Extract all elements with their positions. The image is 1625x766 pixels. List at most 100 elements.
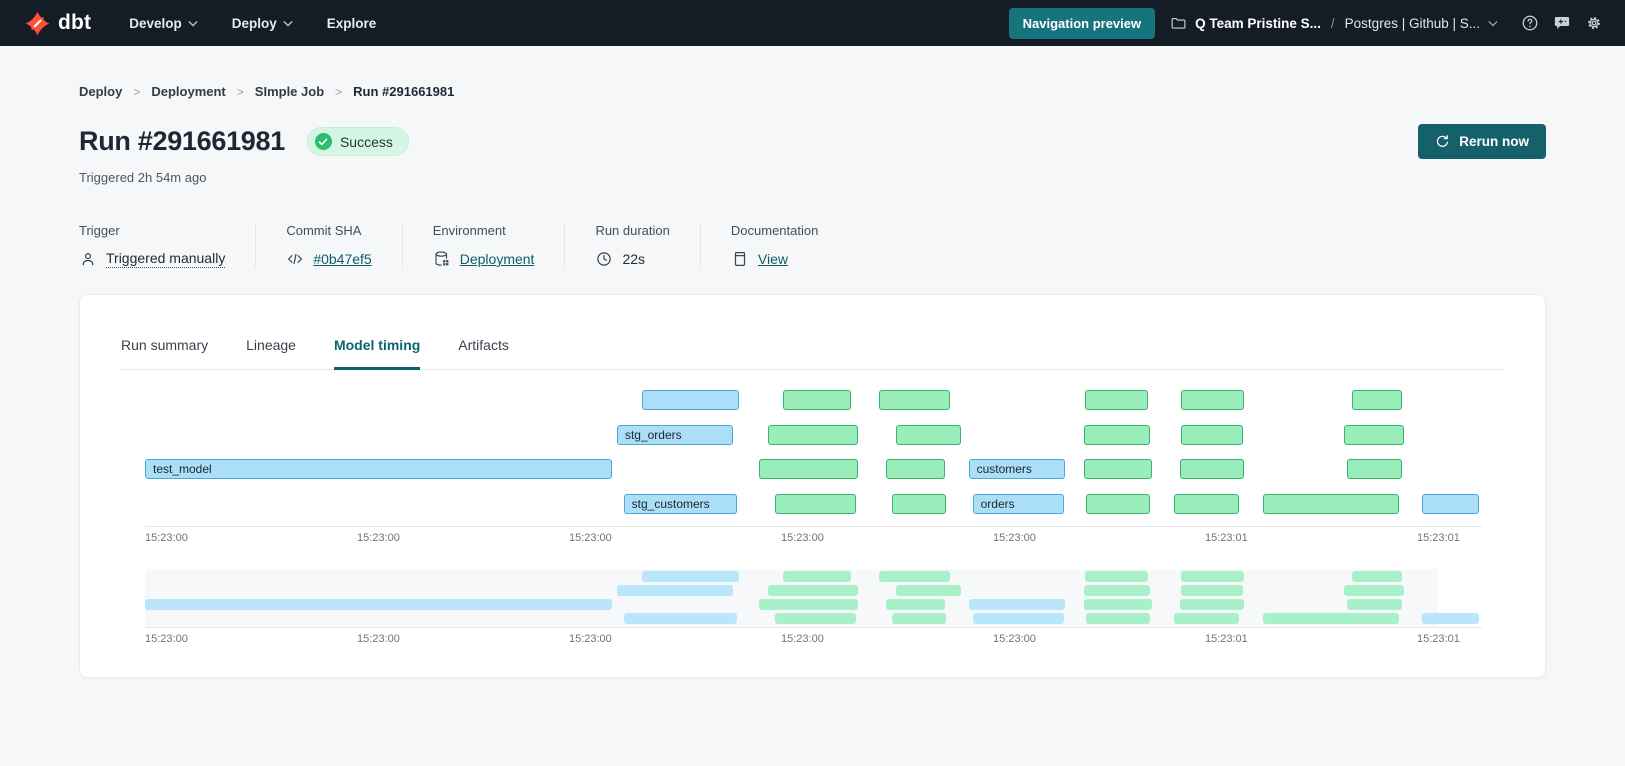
detail-commit-sha: Commit SHA #0b47ef5 [286,223,403,268]
tab-bar: Run summary Lineage Model timing Artifac… [121,337,1504,370]
trigger-value[interactable]: Triggered manually [106,250,226,268]
gantt-bar[interactable] [782,390,851,410]
environment-link[interactable]: Deployment [459,251,535,267]
gantt-bar[interactable] [892,494,946,515]
tab-artifacts[interactable]: Artifacts [458,337,509,353]
gantt-bar[interactable] [1346,459,1402,480]
gantt-bar [768,585,858,596]
gantt-bar[interactable] [1181,424,1243,445]
gantt-bar[interactable] [1179,459,1244,480]
gantt-bar[interactable] [1352,390,1402,410]
axis-tick-label: 15:23:00 [568,532,612,544]
navigation-preview-button[interactable]: Navigation preview [1008,7,1156,39]
gantt-bar[interactable] [885,459,945,480]
breadcrumb-current-run: Run #291661981 [353,84,455,99]
axis-tick-label: 15:23:01 [1417,532,1460,544]
breadcrumb-separator: > [236,84,244,99]
nav-menu-explore[interactable]: Explore [326,15,377,31]
gantt-minimap[interactable] [145,569,1482,627]
gantt-bar-test_model [145,599,612,610]
gantt-bar [782,571,851,582]
account-name: Q Team Pristine S... [1195,15,1321,31]
detail-documentation: Documentation View [731,223,848,268]
dbt-logo[interactable]: dbt [24,10,91,37]
gantt-bar[interactable] [1421,494,1480,515]
settings-gear-icon[interactable] [1585,14,1603,32]
gantt-bar-stg_orders[interactable]: stg_orders [616,424,734,445]
triggered-time-text: Triggered 2h 54m ago [79,170,207,185]
nav-menu-develop[interactable]: Develop [129,16,198,31]
detail-environment: Environment Deployment [433,223,566,268]
gantt-bar[interactable] [1083,459,1152,480]
breadcrumb-job[interactable]: SImple Job [254,84,325,99]
gantt-bar[interactable] [879,390,950,410]
gantt-bar[interactable] [1084,390,1148,410]
axis-tick-label: 15:23:01 [1204,532,1248,544]
feedback-icon[interactable] [1553,14,1571,32]
axis-tick-label: 15:23:00 [781,532,824,544]
breadcrumb-separator: > [335,84,343,99]
project-name: Postgres | Github | S... [1344,15,1480,31]
gantt-bar [885,599,945,610]
account-separator: / [1330,15,1335,31]
commit-sha-link[interactable]: #0b47ef5 [313,251,372,267]
help-icon[interactable] [1521,14,1539,32]
gantt-bar[interactable] [896,424,961,445]
axis-tick-label: 15:23:01 [1417,633,1460,645]
gantt-bar [1083,599,1152,610]
axis-tick-label: 15:23:00 [781,633,824,645]
tab-lineage[interactable]: Lineage [246,337,296,353]
nav-menu-deploy[interactable]: Deploy [232,16,293,31]
documentation-view-link[interactable]: View [757,251,788,267]
gantt-bar [1344,585,1405,596]
gantt-bar-stg_customers [623,613,738,624]
run-detail-card: Run summary Lineage Model timing Artifac… [79,294,1546,678]
gantt-bar[interactable] [642,390,739,410]
gantt-bar [892,613,946,624]
axis-tick-label: 15:23:00 [145,532,188,544]
axis-tick-label: 15:23:00 [357,532,400,544]
gantt-bar-stg_customers[interactable]: stg_customers [623,494,738,515]
rerun-now-button[interactable]: Rerun now [1418,124,1546,159]
tab-model-timing[interactable]: Model timing [333,337,421,370]
gantt-bar [1083,585,1151,596]
gantt-bar[interactable] [1086,494,1151,515]
status-badge-label: Success [339,133,393,150]
gantt-bar [1352,571,1402,582]
tab-run-summary[interactable]: Run summary [121,337,209,353]
chevron-down-icon [188,19,198,27]
gantt-bar-customers[interactable]: customers [968,459,1065,480]
gantt-bar-orders[interactable]: orders [972,494,1064,515]
document-icon [731,250,749,268]
gantt-bar[interactable] [768,424,858,445]
gantt-bar[interactable] [1262,494,1400,515]
breadcrumb-deployment[interactable]: Deployment [151,84,226,99]
axis-tick-label: 15:23:00 [357,633,400,645]
gantt-bar[interactable] [1181,390,1244,410]
breadcrumb: Deploy > Deployment > SImple Job > Run #… [79,84,1546,99]
gantt-bar [1262,613,1400,624]
axis-tick-label: 15:23:01 [1204,633,1248,645]
gantt-bar[interactable] [774,494,857,515]
gantt-bar[interactable] [1083,424,1151,445]
gantt-bar[interactable] [758,459,858,480]
gantt-bar-test_model[interactable]: test_model [145,459,612,480]
dbt-logo-text: dbt [58,11,92,34]
gantt-bar [1084,571,1148,582]
breadcrumb-deploy[interactable]: Deploy [79,84,123,99]
account-project-switcher[interactable]: Q Team Pristine S... / Postgres | Github… [1170,15,1498,32]
folder-icon [1170,15,1187,32]
detail-run-duration: Run duration 22s [595,223,701,268]
gantt-bar [1181,571,1244,582]
gantt-bar[interactable] [1174,494,1239,515]
main-content: Deploy > Deployment > SImple Job > Run #… [0,84,1625,678]
gantt-bar[interactable] [1344,424,1405,445]
person-icon [79,250,97,268]
rerun-icon [1435,134,1450,149]
duration-value: 22s [622,251,646,267]
gantt-bar [758,599,858,610]
gantt-bar [1346,599,1402,610]
code-icon [286,250,304,268]
gantt-bar-orders [972,613,1064,624]
page-title: Run #291661981 [79,126,285,156]
